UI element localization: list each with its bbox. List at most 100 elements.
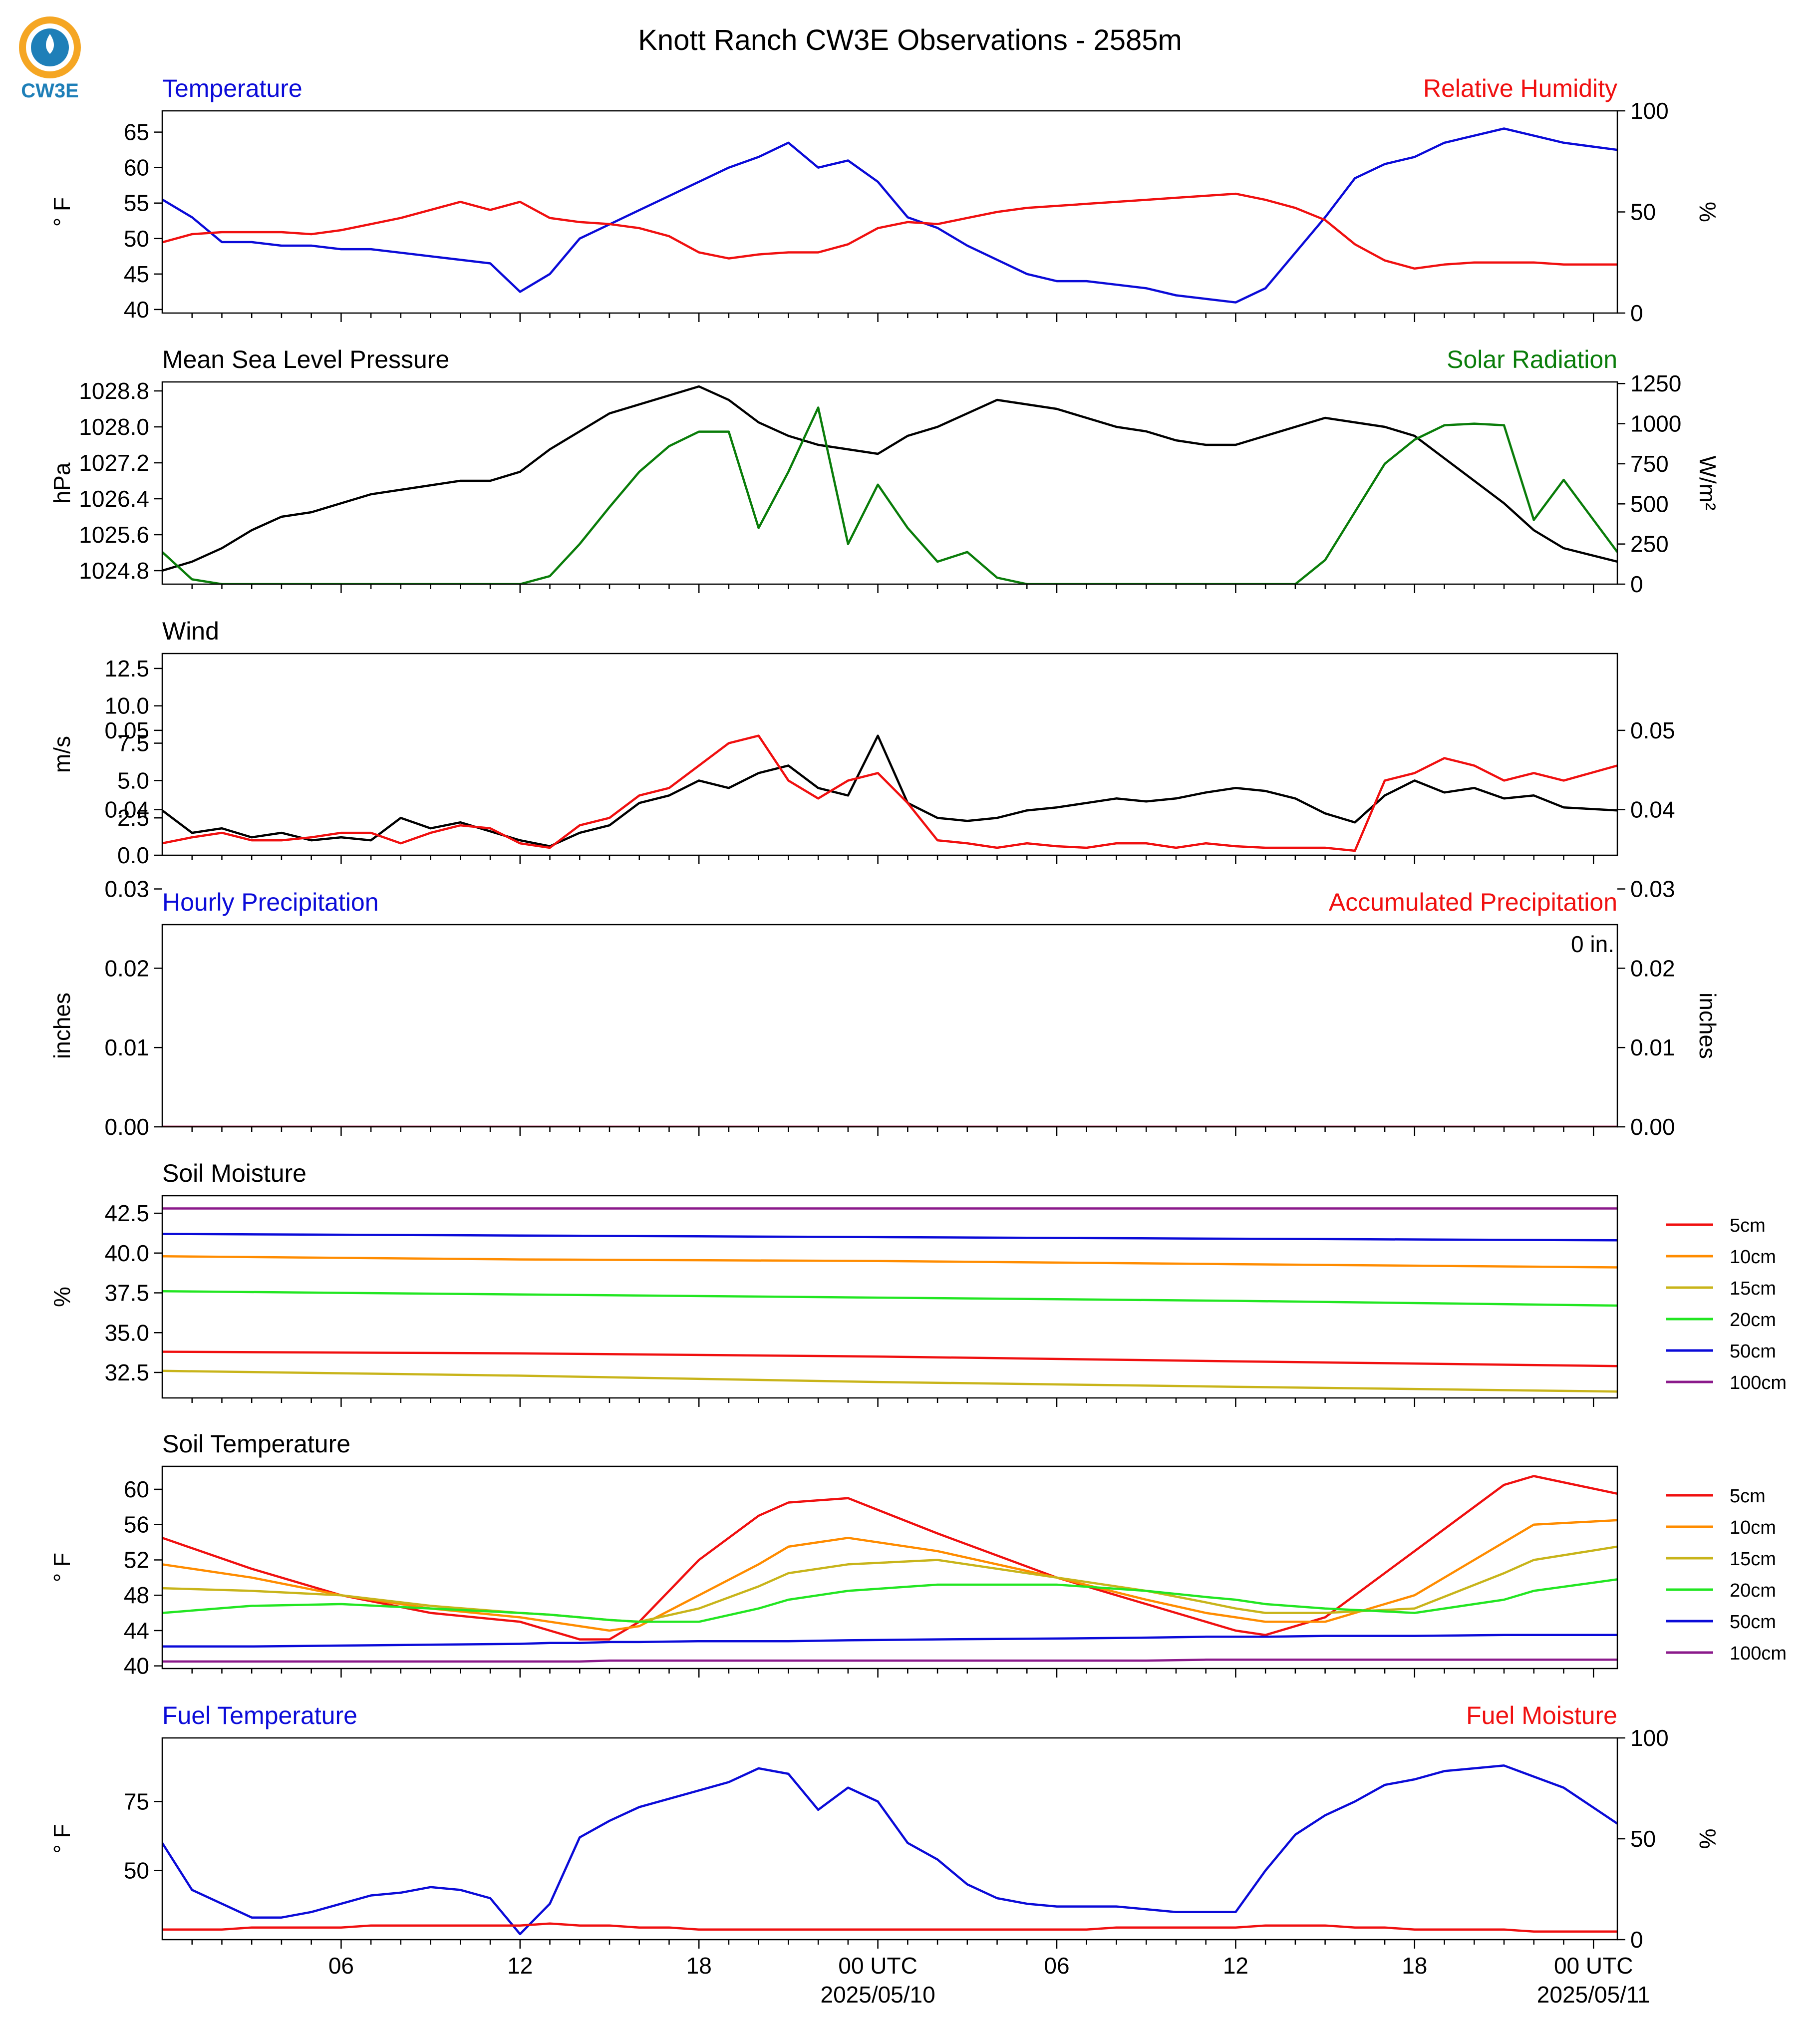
series-line-5cm xyxy=(162,1475,1617,1641)
y-tick-label: 60 xyxy=(124,155,149,181)
y2-tick-label: 0.03 xyxy=(1630,876,1675,902)
panel-title: Wind xyxy=(162,617,219,645)
y-tick-label: 40.0 xyxy=(104,1240,149,1266)
y-tick-label: 0.04 xyxy=(104,797,149,823)
panel-title-right: Relative Humidity xyxy=(1423,74,1617,102)
y-axis-label: ° F xyxy=(49,197,75,227)
x-tick-label: 00 UTC xyxy=(838,1953,917,1979)
panel-title: Temperature xyxy=(162,74,303,102)
panel-soil-moisture: Soil Moisture 32.5 35.0 37.5 40.0 42.5% 5cm 10c… xyxy=(49,1159,1787,1407)
y2-tick-label: 750 xyxy=(1630,451,1669,477)
y2-tick-label: 1000 xyxy=(1630,411,1681,437)
x-date-label: 2025/05/10 xyxy=(820,1982,935,2008)
x-tick-label: 18 xyxy=(1402,1953,1427,1979)
y-tick-label: 1027.2 xyxy=(79,450,149,476)
legend-label: 5cm xyxy=(1730,1486,1766,1507)
y-tick-label: 0.03 xyxy=(104,876,149,902)
plot-frame xyxy=(161,924,1618,1128)
x-tick-label: 12 xyxy=(507,1953,533,1979)
plot-frame xyxy=(161,653,1618,856)
series-line-50cm xyxy=(162,1233,1617,1242)
series-group xyxy=(162,734,1617,852)
y-tick-label: 1024.8 xyxy=(79,558,149,584)
y-tick-label: 50 xyxy=(124,1858,149,1884)
series-line-fuel-temperature xyxy=(162,1764,1617,1936)
y2-tick-label: 0 xyxy=(1630,1927,1643,1953)
x-tick-label: 06 xyxy=(328,1953,354,1979)
panel-title: Soil Moisture xyxy=(162,1159,306,1187)
series-line-20cm xyxy=(162,1578,1617,1623)
panel-title-right: Solar Radiation xyxy=(1447,345,1617,373)
y2-tick-label: 50 xyxy=(1630,199,1656,225)
y2-tick-label: 0.00 xyxy=(1630,1114,1675,1140)
series-group xyxy=(162,385,1617,584)
y-tick-label: 0.01 xyxy=(104,1034,149,1060)
y2-tick-label: 0 xyxy=(1630,571,1643,597)
series-line-fuel-moisture xyxy=(162,1922,1617,1933)
y-tick-label: 0.02 xyxy=(104,955,149,981)
y2-tick-label: 500 xyxy=(1630,491,1669,517)
y-tick-label: 1028.0 xyxy=(79,414,149,440)
series-group xyxy=(162,1207,1617,1393)
series-group xyxy=(162,127,1617,304)
legend-label: 20cm xyxy=(1730,1580,1776,1601)
accumulated-total-label: 0 in. xyxy=(1571,931,1614,957)
series-line-wind-barbs xyxy=(162,734,1617,852)
y2-axis-label: inches xyxy=(1695,993,1721,1059)
y-axis-label: % xyxy=(49,1287,75,1307)
y-tick-label: 75 xyxy=(124,1788,149,1814)
y-tick-label: 50 xyxy=(124,226,149,252)
y-tick-label: 1026.4 xyxy=(79,486,149,512)
y2-axis-label: % xyxy=(1695,202,1721,222)
y2-tick-label: 100 xyxy=(1630,98,1669,124)
y-tick-label: 65 xyxy=(124,119,149,145)
y2-tick-label: 0.04 xyxy=(1630,797,1675,823)
y-tick-label: 0.0 xyxy=(117,842,149,868)
panel-title: Hourly Precipitation xyxy=(162,888,379,916)
y2-axis-label: W/m² xyxy=(1695,456,1721,511)
series-line-wind xyxy=(162,734,1617,848)
y-tick-label: 60 xyxy=(124,1476,149,1502)
y-tick-label: 40 xyxy=(124,297,149,323)
y-tick-label: 55 xyxy=(124,190,149,216)
plot-frame xyxy=(161,381,1618,585)
y-tick-label: 45 xyxy=(124,261,149,287)
y2-tick-label: 1250 xyxy=(1630,370,1681,396)
legend-label: 5cm xyxy=(1730,1215,1766,1236)
plot-frame xyxy=(161,1737,1618,1941)
y-tick-label: 48 xyxy=(124,1582,149,1608)
x-tick-label: 06 xyxy=(1044,1953,1069,1979)
panel-title: Mean Sea Level Pressure xyxy=(162,345,449,373)
logo-text: CW3E xyxy=(21,80,79,102)
y-axis-label: ° F xyxy=(49,1824,75,1853)
series-line-5cm xyxy=(162,1351,1617,1367)
y-tick-label: 32.5 xyxy=(104,1359,149,1385)
legend-label: 10cm xyxy=(1730,1517,1776,1538)
y2-tick-label: 0 xyxy=(1630,300,1643,326)
x-tick-label: 00 UTC xyxy=(1554,1953,1633,1979)
series-line-10cm xyxy=(162,1519,1617,1632)
series-line-20cm xyxy=(162,1290,1617,1307)
series-line-mean-sea-level-pressure xyxy=(162,385,1617,572)
panel-title: Fuel Temperature xyxy=(162,1701,357,1729)
y-axis-label: ° F xyxy=(49,1553,75,1582)
y-tick-label: 10.0 xyxy=(104,693,149,719)
legend-label: 100cm xyxy=(1730,1643,1787,1664)
y-tick-label: 0.00 xyxy=(104,1114,149,1140)
y-axis-label: inches xyxy=(49,993,75,1059)
legend-label: 50cm xyxy=(1730,1612,1776,1633)
series-line-15cm xyxy=(162,1545,1617,1623)
y-tick-label: 2.5 xyxy=(117,805,149,831)
panel-mean-sea-level-pressure: Mean Sea Level Pressure Solar Radiation 10… xyxy=(49,345,1721,597)
panel-fuel-temperature: Fuel Temperature Fuel Moisture 50 75 0 50 100 °… xyxy=(49,1701,1721,1953)
y-axis-label: m/s xyxy=(49,736,75,773)
y-tick-label: 37.5 xyxy=(104,1280,149,1306)
series-line-temperature xyxy=(162,127,1617,304)
y-tick-label: 5.0 xyxy=(117,767,149,793)
x-tick-label: 12 xyxy=(1223,1953,1248,1979)
legend-label: 20cm xyxy=(1730,1310,1776,1331)
y-tick-label: 35.0 xyxy=(104,1320,149,1346)
panel-title-right: Accumulated Precipitation xyxy=(1329,888,1617,916)
y-tick-label: 56 xyxy=(124,1512,149,1538)
